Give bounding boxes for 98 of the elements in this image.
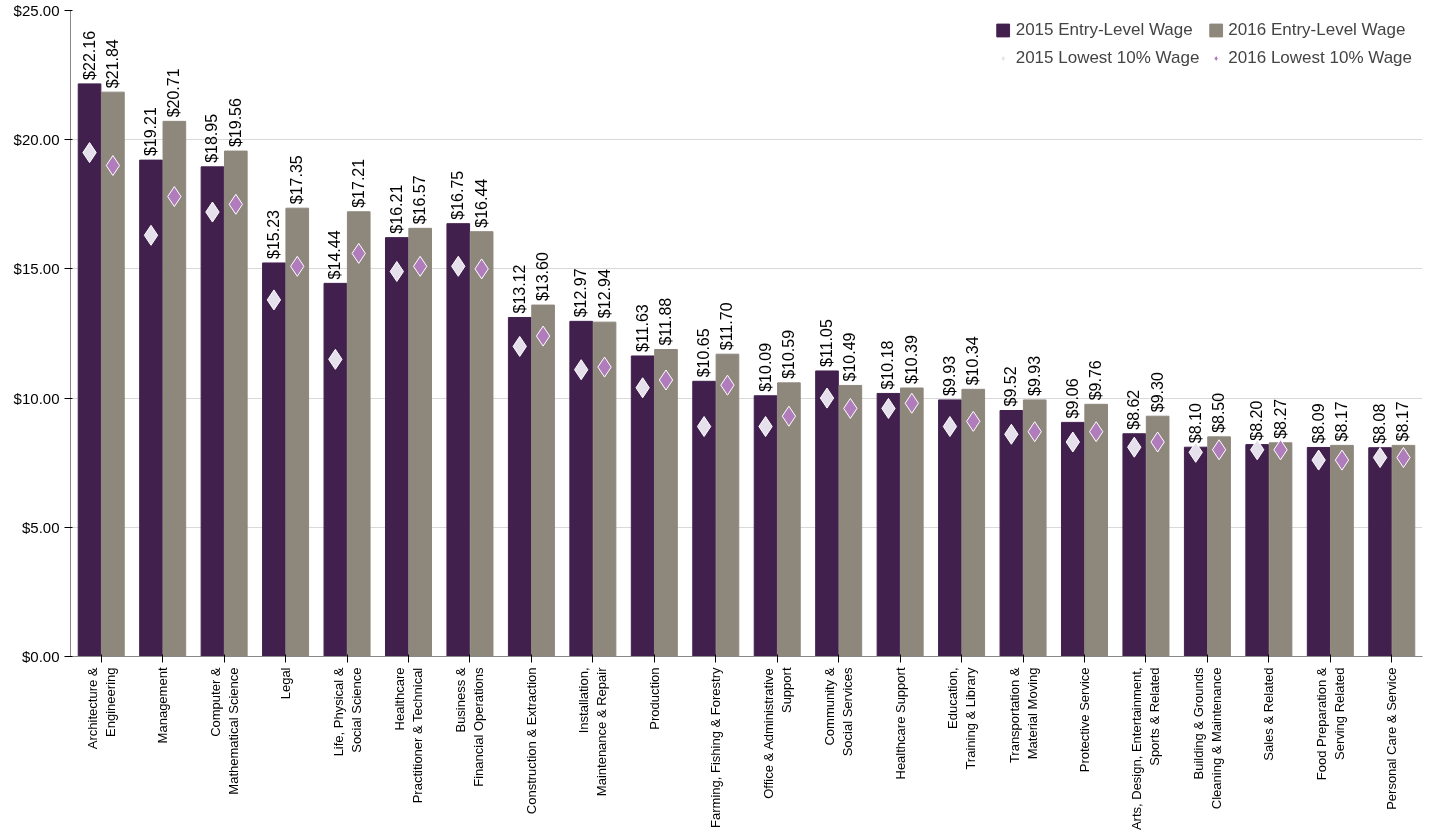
data-label: $13.60 <box>534 252 552 302</box>
legend-label: 2016 Entry-Level Wage <box>1228 20 1406 40</box>
y-tick-label: $10.00 <box>13 389 60 407</box>
legend-label: 2015 Lowest 10% Wage <box>1015 48 1200 68</box>
data-label: $8.17 <box>1332 401 1350 442</box>
bar <box>692 380 716 657</box>
bar <box>630 355 655 657</box>
y-tick-label: $5.00 <box>21 518 60 536</box>
data-label: $8.10 <box>1186 403 1204 444</box>
y-tick-label: $20.00 <box>13 131 60 149</box>
x-tick-label: Education, Training & Library <box>945 667 979 770</box>
bar <box>1245 444 1270 657</box>
bar <box>323 282 348 657</box>
bar <box>200 166 225 657</box>
data-label: $15.23 <box>264 209 282 259</box>
data-label: $17.21 <box>349 158 367 208</box>
bar <box>999 410 1024 657</box>
y-tick-label: $15.00 <box>13 260 60 278</box>
x-tick-label: Sales & Related <box>1261 667 1277 761</box>
x-tick-label: Construction & Extraction <box>523 667 539 815</box>
data-label: $12.94 <box>595 269 613 319</box>
bar <box>1183 446 1208 657</box>
data-label: $9.93 <box>940 355 958 396</box>
bar <box>446 223 471 657</box>
data-label: $9.76 <box>1087 360 1105 401</box>
data-label: $10.18 <box>879 340 897 390</box>
data-label: $11.70 <box>718 302 736 351</box>
data-label: $16.44 <box>472 178 490 228</box>
y-tick-label: $0.00 <box>21 648 60 665</box>
data-label: $8.08 <box>1371 403 1389 444</box>
data-label: $9.93 <box>1025 355 1043 396</box>
x-tick-label: Life, Physical & Social Science <box>330 667 364 757</box>
data-label: $19.56 <box>226 98 244 148</box>
data-label: $13.12 <box>510 264 528 314</box>
x-tick-label: Arts, Design, Entertainment, Sports & Related <box>1129 667 1163 831</box>
data-label: $18.95 <box>203 113 221 163</box>
data-label: $10.65 <box>695 328 713 378</box>
bar <box>1061 421 1085 657</box>
data-label: $9.30 <box>1148 372 1166 413</box>
bar <box>938 399 962 657</box>
data-label: $8.09 <box>1309 403 1327 444</box>
bar <box>569 320 594 657</box>
legend-label: 2015 Entry-Level Wage <box>1015 20 1193 40</box>
data-label: $8.27 <box>1271 398 1289 439</box>
x-tick-label: Architecture & Engineering <box>84 667 118 750</box>
data-label: $10.59 <box>779 329 797 379</box>
x-tick-label: Food Preparation & Serving Related <box>1313 667 1347 781</box>
data-label: $10.09 <box>756 342 774 392</box>
data-label: $11.63 <box>633 304 651 352</box>
x-tick-label: Healthcare Support <box>892 667 908 780</box>
data-label: $14.44 <box>326 230 344 280</box>
data-label: $16.21 <box>387 184 405 234</box>
data-label: $17.35 <box>288 155 306 205</box>
data-label: $8.20 <box>1248 400 1266 441</box>
x-tick-label: Protective Service <box>1077 667 1092 773</box>
data-label: $8.50 <box>1210 392 1228 433</box>
bar <box>753 395 778 657</box>
data-label: $10.34 <box>964 336 982 386</box>
x-tick-label: Transportation & Material Moving <box>1006 667 1040 764</box>
data-label: $10.39 <box>902 334 920 385</box>
data-label: $16.75 <box>449 170 467 220</box>
legend-label: 2016 Lowest 10% Wage <box>1228 48 1412 68</box>
data-label: $16.57 <box>411 175 429 225</box>
x-tick-label: Installation, Maintenance & Repair <box>576 666 610 797</box>
data-label: $20.71 <box>165 68 183 118</box>
x-tick-label: Business & Financial Operations <box>453 667 487 787</box>
data-label: $9.52 <box>1002 366 1020 407</box>
data-label: $11.05 <box>818 319 836 367</box>
x-tick-label: Computer & Mathematical Science <box>207 667 241 795</box>
x-tick-label: Community & Social Services <box>822 667 856 757</box>
bar <box>876 392 901 657</box>
data-label: $11.88 <box>656 297 674 346</box>
data-label: $8.17 <box>1394 401 1412 442</box>
data-label: $22.16 <box>80 30 98 80</box>
bar <box>1306 446 1331 657</box>
x-tick-label: Management <box>155 667 171 744</box>
data-label: $21.84 <box>103 39 121 89</box>
y-tick-label: $25.00 <box>13 2 60 19</box>
bar <box>77 83 102 657</box>
bar <box>385 237 409 657</box>
x-tick-label: Production <box>646 667 662 730</box>
x-tick-label: Farming, Fishing & Forestry <box>708 667 724 828</box>
bar <box>1122 433 1147 657</box>
bar <box>262 262 286 657</box>
bar <box>815 370 839 657</box>
data-label: $12.97 <box>572 268 590 318</box>
x-tick-label: Building & Grounds Cleaning & Maintenance <box>1190 667 1224 810</box>
data-label: $10.49 <box>841 332 859 382</box>
data-label: $19.21 <box>142 107 160 157</box>
bar <box>507 316 532 657</box>
data-label: $8.62 <box>1125 389 1143 430</box>
x-tick-label: Legal <box>278 667 294 700</box>
x-tick-label: Office & Administrative Support <box>760 667 794 799</box>
bar <box>139 159 163 657</box>
bar <box>1368 447 1392 657</box>
x-tick-label: Healthcare Practitioner & Technical <box>392 667 425 804</box>
data-label: $9.06 <box>1063 378 1081 419</box>
x-tick-label: Personal Care & Service <box>1384 667 1400 810</box>
